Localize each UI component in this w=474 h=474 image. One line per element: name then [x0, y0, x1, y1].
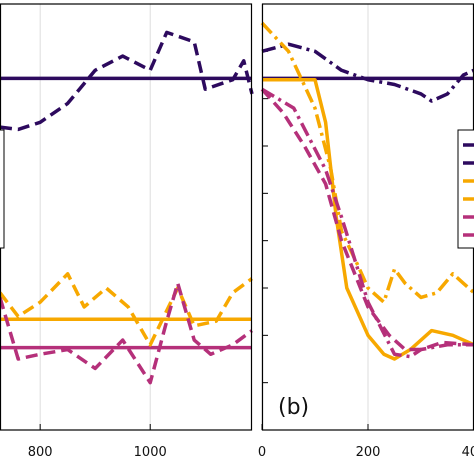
x-tick-label: 0 [258, 445, 266, 460]
x-tick-label: 400 [462, 445, 474, 460]
panel-label: (b) [278, 395, 309, 420]
line-series [0, 281, 254, 385]
line-series [0, 272, 254, 347]
line-series [261, 42, 474, 103]
line-series [260, 88, 474, 352]
plot-frame [0, 3, 253, 431]
line-series [261, 87, 474, 359]
line-series [0, 30, 254, 132]
legend [0, 129, 5, 249]
line-series [260, 21, 474, 304]
legend [457, 129, 474, 249]
x-tick-label: 200 [356, 445, 381, 460]
x-tick-label: 1000 [134, 445, 167, 460]
line-series [262, 77, 474, 361]
x-tick-label: 800 [28, 445, 53, 460]
